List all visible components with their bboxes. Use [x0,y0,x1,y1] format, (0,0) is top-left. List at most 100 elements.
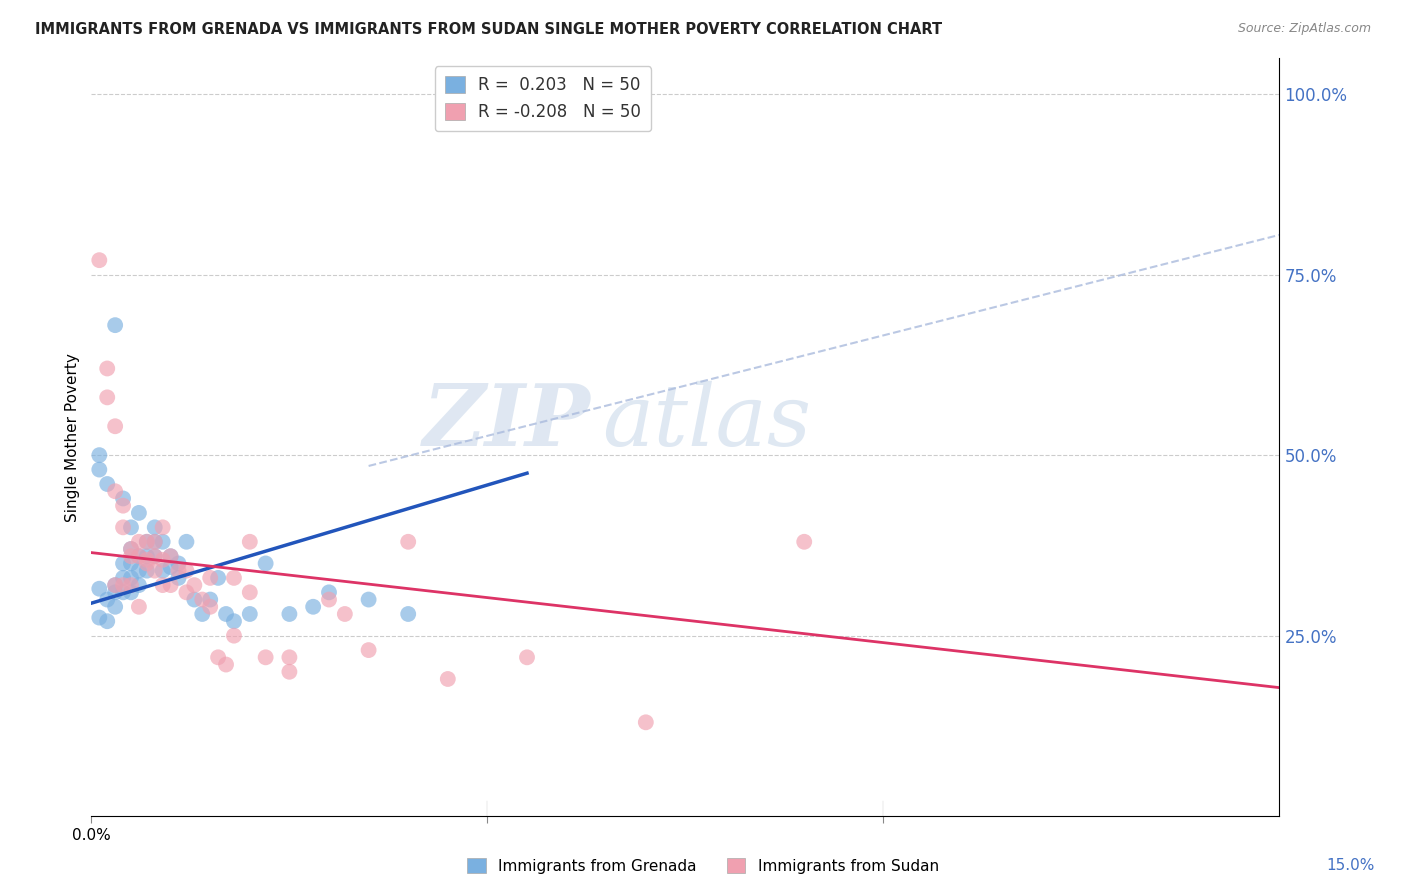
Point [167,557,190,571]
Point [104,419,127,434]
Point [135,534,157,549]
Point [143,534,166,549]
Point [135,553,157,567]
Point [135,549,157,564]
Point [159,560,181,574]
Point [183,592,205,607]
Point [135,564,157,578]
Point [112,491,135,506]
Point [239,585,262,599]
Point [128,578,150,592]
Point [128,549,150,564]
Point [89,582,111,596]
Point [436,672,458,686]
Legend: R =  0.203   N = 50, R = -0.208   N = 50: R = 0.203 N = 50, R = -0.208 N = 50 [434,66,651,131]
Point [120,571,142,585]
Point [176,564,198,578]
Point [318,592,340,607]
Point [207,650,229,665]
Point [183,578,205,592]
Point [112,520,135,534]
Point [104,585,127,599]
Point [89,448,111,462]
Point [152,534,174,549]
Point [254,650,277,665]
Point [200,599,222,614]
Point [333,607,356,621]
Point [215,657,238,672]
Point [120,578,142,592]
Point [89,610,111,624]
Point [96,361,118,376]
Point [104,484,127,499]
Point [159,549,181,564]
Legend: Immigrants from Grenada, Immigrants from Sudan: Immigrants from Grenada, Immigrants from… [461,852,945,880]
Point [200,571,222,585]
Text: Source: ZipAtlas.com: Source: ZipAtlas.com [1237,22,1371,36]
Point [96,592,118,607]
Point [104,318,127,333]
Text: 15.0%: 15.0% [1326,858,1375,873]
Point [120,520,142,534]
Point [128,599,150,614]
Point [222,571,245,585]
Point [143,564,166,578]
Point [143,520,166,534]
Point [396,534,419,549]
Point [278,650,301,665]
Point [278,665,301,679]
Point [222,614,245,628]
Point [167,564,190,578]
Point [112,585,135,599]
Point [104,578,127,592]
Point [96,614,118,628]
Point [128,564,150,578]
Point [396,607,419,621]
Point [128,534,150,549]
Point [96,477,118,491]
Point [120,541,142,556]
Point [89,462,111,476]
Point [112,578,135,592]
Point [793,534,815,549]
Point [152,564,174,578]
Point [176,585,198,599]
Point [120,549,142,564]
Point [191,592,214,607]
Point [96,390,118,404]
Point [89,253,111,268]
Point [239,534,262,549]
Point [278,607,301,621]
Point [302,599,325,614]
Point [152,578,174,592]
Point [159,549,181,564]
Point [143,549,166,564]
Point [516,650,538,665]
Point [318,585,340,599]
Point [176,534,198,549]
Point [104,578,127,592]
Point [135,534,157,549]
Point [159,578,181,592]
Point [128,506,150,520]
Point [152,520,174,534]
Point [167,571,190,585]
Point [143,534,166,549]
Point [143,549,166,564]
Point [128,549,150,564]
Point [120,585,142,599]
Point [200,592,222,607]
Point [357,643,380,657]
Point [120,557,142,571]
Point [112,499,135,513]
Point [112,557,135,571]
Point [152,553,174,567]
Point [254,557,277,571]
Point [207,571,229,585]
Point [191,607,214,621]
Point [357,592,380,607]
Point [120,541,142,556]
Point [222,629,245,643]
Point [112,571,135,585]
Y-axis label: Single Mother Poverty: Single Mother Poverty [65,352,80,522]
